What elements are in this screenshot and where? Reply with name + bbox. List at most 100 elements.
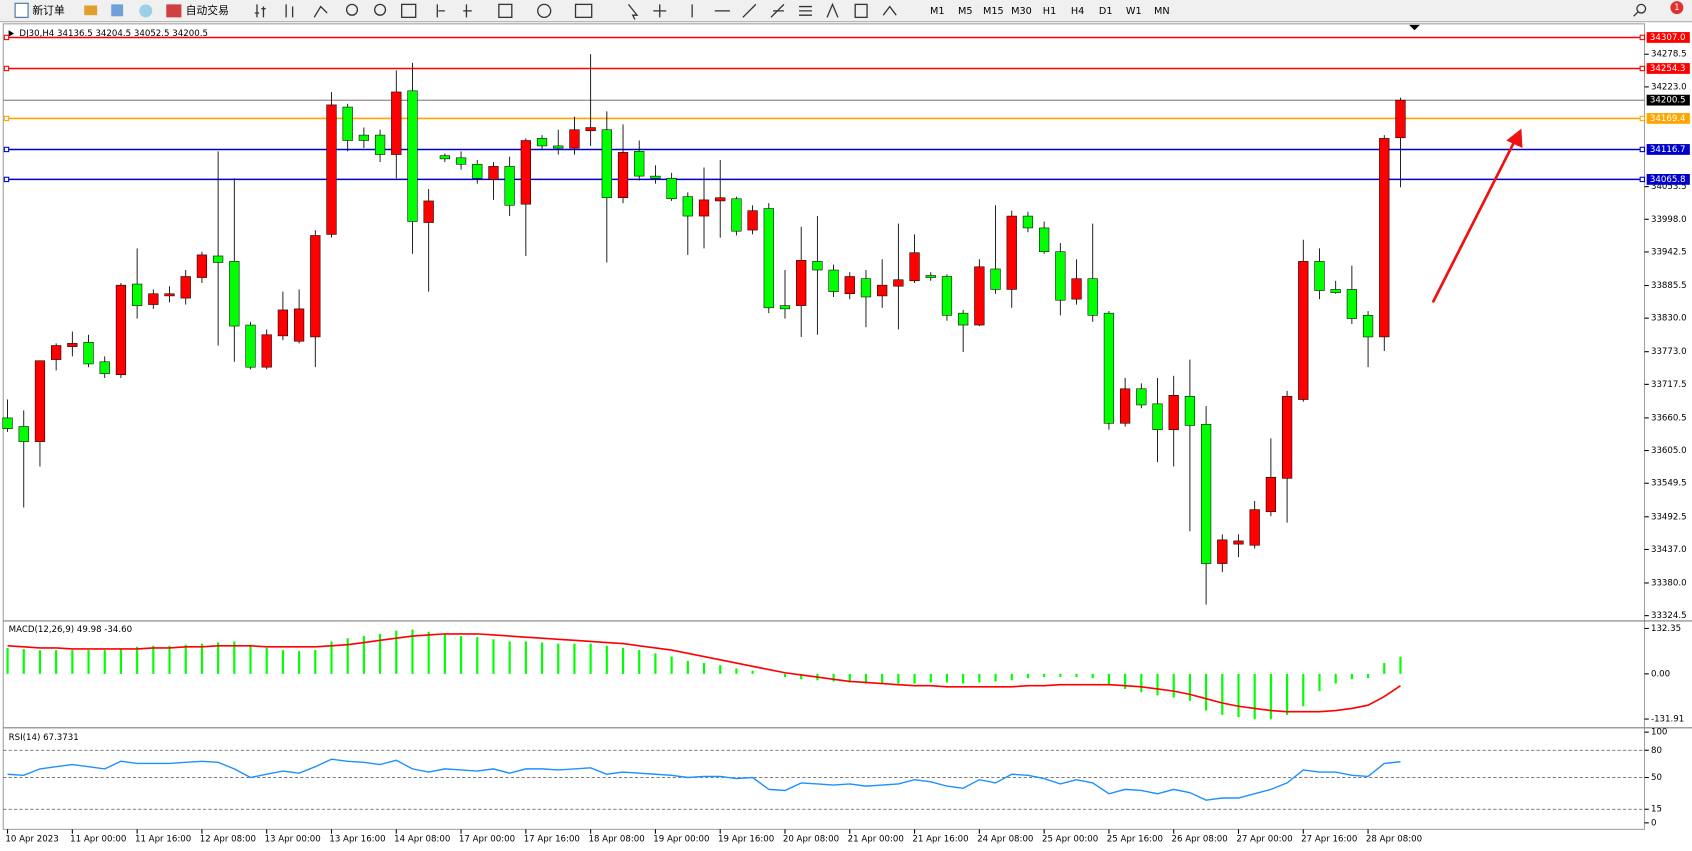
toolbar-icon[interactable] [313, 5, 328, 18]
macd-bar [38, 650, 42, 674]
new-order-button[interactable]: 新订单 [32, 4, 65, 17]
toolbar-icon[interactable] [537, 3, 552, 18]
plot: 34278.5 34223.0 34053.5 33998.0 33942.5 33885… [2, 32, 1690, 845]
level-anchor [1639, 65, 1646, 72]
candle-body [682, 196, 693, 217]
toolbar-icon[interactable] [770, 3, 785, 18]
macd-bar [848, 673, 851, 683]
timeframe-button[interactable]: H4 [1071, 6, 1084, 17]
toolbar-icon[interactable] [254, 4, 266, 18]
toolbar-icon[interactable] [436, 4, 445, 18]
timeframe-button[interactable]: D1 [1099, 6, 1113, 17]
toolbar-icon[interactable] [882, 5, 897, 16]
toolbar-icon[interactable] [84, 5, 98, 16]
toolbar-icon[interactable] [14, 2, 29, 18]
candle-body [812, 261, 823, 271]
macd-bar [1350, 673, 1353, 680]
candle-body [1168, 394, 1179, 431]
candle-body [1103, 312, 1115, 424]
macd-bar [395, 630, 398, 674]
candle-body [326, 104, 337, 235]
candle-body [245, 324, 256, 368]
search-icon[interactable] [1636, 3, 1647, 14]
macd-bar [621, 647, 625, 674]
macd-bar [330, 641, 333, 674]
candle-body [1233, 540, 1244, 545]
candle-body [423, 200, 434, 223]
candle-body [2, 417, 13, 429]
level-label-box [1646, 144, 1690, 155]
candle-body [779, 305, 791, 310]
toolbar-icon[interactable] [799, 5, 812, 16]
macd-bar [459, 636, 463, 674]
y-tick-label: 33830.0 [1651, 314, 1687, 324]
macd-bar [281, 650, 284, 674]
candle-body [650, 175, 661, 179]
macd-bar [1107, 673, 1111, 685]
macd-bar [1075, 673, 1078, 678]
toolbar-bg [0, 0, 1692, 22]
candle-body [1314, 261, 1325, 291]
candle-body [715, 197, 726, 202]
candle-body [1087, 278, 1098, 316]
candle-body [844, 276, 855, 295]
toolbar: 新订单 自动交易 [0, 0, 1692, 23]
timeframe-button[interactable]: M15 [983, 6, 1004, 17]
macd-bar [1010, 673, 1013, 681]
candle-body [1281, 396, 1293, 479]
toolbar-icon[interactable] [854, 3, 868, 18]
x-tick-label: 21 Apr 00:00 [848, 835, 904, 845]
timeframe-button[interactable]: M1 [930, 6, 945, 17]
x-tick-label: 27 Apr 16:00 [1301, 835, 1357, 845]
toolbar-icon[interactable] [742, 3, 757, 18]
candle-body [196, 254, 208, 278]
macd-bar [168, 645, 171, 674]
x-tick-label: 20 Apr 08:00 [783, 835, 839, 845]
rsi-line [7, 758, 1401, 801]
macd-bar [1318, 673, 1321, 692]
macd-bar [298, 651, 301, 674]
macd-bar [945, 673, 949, 683]
macd-bar [346, 638, 349, 674]
macd-bar [233, 641, 236, 674]
toolbar-icon[interactable] [574, 3, 593, 18]
toolbar-icon[interactable] [345, 3, 359, 16]
timeframe-button[interactable]: W1 [1126, 6, 1142, 17]
candle-body [472, 164, 483, 179]
timeframe-button[interactable]: M5 [958, 6, 973, 17]
notification-badge[interactable] [1670, 1, 1684, 15]
toolbar-icon[interactable] [285, 4, 294, 18]
toolbar-icon[interactable] [498, 3, 513, 18]
candle-body [1330, 289, 1341, 293]
toolbar-icon[interactable] [139, 4, 153, 18]
candle-body [1136, 388, 1147, 406]
toolbar-icon[interactable] [826, 2, 839, 18]
toolbar-icon[interactable] [463, 4, 472, 18]
toolbar-icon[interactable] [401, 3, 417, 18]
search-icon[interactable] [1633, 11, 1639, 17]
x-tick-label: 19 Apr 00:00 [653, 835, 709, 845]
timeframe-button[interactable]: M30 [1011, 6, 1032, 17]
toolbar-icon[interactable] [627, 3, 639, 20]
timeframe-button[interactable]: H1 [1043, 6, 1056, 17]
toolbar-icon[interactable] [111, 4, 124, 17]
y-tick-label: 33605.0 [1651, 446, 1687, 456]
macd-bar [654, 653, 657, 674]
timeframe-button[interactable]: MN [1154, 6, 1170, 17]
candle-body [520, 140, 531, 205]
y-tick-label: 80 [1651, 746, 1662, 756]
candle-body [212, 255, 224, 263]
candle-body [536, 138, 548, 147]
toolbar-icon[interactable] [653, 4, 667, 18]
candle-body [553, 145, 564, 149]
candle-body [941, 276, 953, 316]
toolbar-icon[interactable] [374, 3, 387, 16]
candle-body [698, 199, 710, 217]
toolbar-tools[interactable] [254, 2, 1647, 20]
macd-bar [152, 645, 155, 674]
auto-trading-button[interactable]: 自动交易 [186, 4, 229, 17]
macd-bar [1043, 673, 1046, 678]
macd-bar [22, 648, 25, 674]
toolbar-icon[interactable] [166, 4, 182, 18]
